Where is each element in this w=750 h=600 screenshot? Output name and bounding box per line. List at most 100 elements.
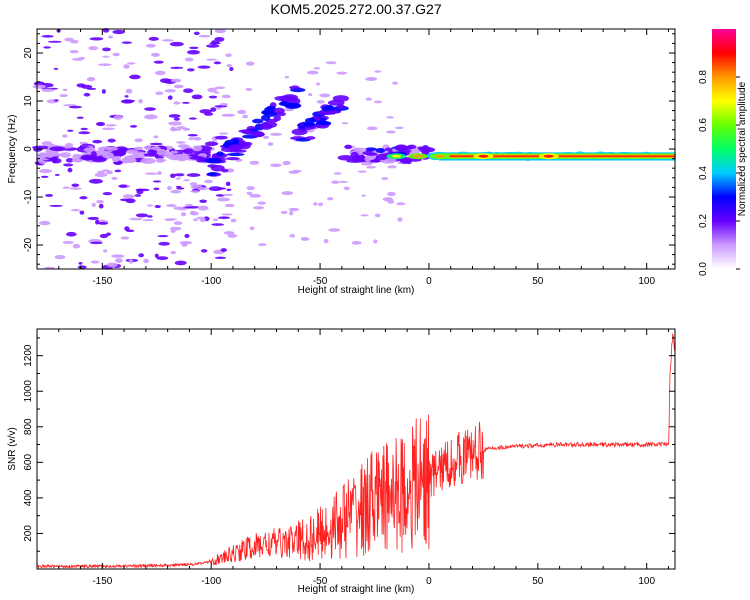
spectrogram-cell: [155, 91, 164, 96]
spectrogram-cell: [333, 172, 342, 175]
spectrogram-cell: [170, 78, 182, 83]
spectrogram-cell: [207, 87, 218, 93]
spectrogram-cell: [45, 193, 54, 197]
spectrogram-cell: [417, 146, 425, 150]
spectrogram-cell: [156, 256, 169, 261]
spectrogram-cell: [112, 52, 120, 57]
spectrogram-cell: [149, 142, 163, 146]
spectrogram-cell: [199, 109, 212, 114]
spectrogram-cell: [323, 238, 329, 244]
spectrogram-x-tick-label: 50: [532, 276, 544, 287]
spectrogram-cell: [210, 164, 225, 172]
colorbar-tick-label: 0.6: [698, 118, 709, 132]
snr-x-tick-label: -50: [313, 576, 328, 587]
spectrogram-cell: [153, 187, 160, 191]
spectrogram-cell: [166, 204, 177, 208]
spectrogram-cell: [221, 213, 233, 216]
spectrogram-cell: [157, 235, 169, 238]
snr-x-axis-title: Height of straight line (km): [298, 584, 415, 595]
snr-y-tick-label: 600: [23, 454, 34, 471]
spectrogram-cell: [259, 122, 273, 130]
spectrogram-cell: [173, 117, 180, 121]
spectrogram-cell: [181, 101, 190, 104]
spectrogram-cell: [77, 265, 87, 269]
spectrogram-cell: [386, 116, 394, 119]
spectrogram-cell: [313, 202, 318, 206]
spectrogram-cell: [375, 147, 386, 154]
spectrogram-cell: [53, 67, 59, 70]
snr-x-tick-label: 50: [532, 576, 544, 587]
spectrogram-cell: [395, 202, 406, 206]
spectrogram-cell: [167, 95, 173, 100]
chart-title: KOM5.2025.272.00.37.G27: [270, 1, 441, 17]
spectrogram-cell: [134, 194, 142, 197]
spectrogram-cell: [144, 114, 158, 120]
spectrogram-cell: [153, 60, 164, 64]
spectrogram-cell: [365, 152, 378, 156]
spectrogram-cell: [98, 63, 112, 67]
spectrogram-cell: [176, 141, 186, 144]
spectrogram-cell: [328, 228, 341, 232]
spectrogram-cell: [83, 92, 91, 97]
spectrogram-cell: [143, 258, 149, 264]
spectrogram-cell: [98, 203, 104, 209]
spectrogram-cell: [200, 249, 208, 253]
colorbar-label: Normalized spectral amplitude: [737, 81, 748, 216]
spectrogram-cell: [386, 191, 396, 197]
spectrogram-cell: [71, 183, 80, 187]
spectrogram-cell: [152, 180, 162, 183]
spectrogram-cell: [305, 136, 316, 140]
spectrogram-cell: [183, 88, 194, 93]
spectrogram-y-tick-label: 20: [23, 47, 34, 59]
spectrogram-cell: [102, 249, 108, 253]
spectrogram-cell: [72, 243, 81, 249]
spectrogram-cell: [246, 186, 255, 191]
spectrogram-cell: [351, 241, 362, 245]
spectrogram-cell: [306, 70, 319, 75]
spectrogram-cell: [81, 84, 93, 89]
snr-y-axis-title: SNR (v/v): [7, 427, 18, 470]
spectrogram-cell: [325, 61, 337, 65]
spectrogram-cell: [226, 188, 232, 191]
spectrogram-cell: [184, 233, 190, 238]
spectrogram-cell: [175, 185, 182, 188]
spectrogram-cell: [189, 182, 198, 186]
spectrogram-cell: [176, 187, 185, 190]
spectrogram-cell: [128, 258, 134, 264]
spectrogram-cell: [267, 142, 274, 146]
spectrogram-cell: [65, 157, 74, 163]
spectrogram-cell: [302, 122, 316, 127]
spectrogram-cell: [366, 126, 378, 131]
spectrogram-cell: [113, 154, 121, 162]
spectrogram-band-strip: [438, 158, 675, 161]
spectrogram-cell: [49, 146, 66, 152]
spectrogram-cell: [284, 102, 301, 109]
spectrogram-cell: [138, 99, 143, 104]
spectrogram-cell: [289, 234, 296, 238]
spectrogram-cell: [364, 147, 378, 152]
spectrogram-cell: [221, 94, 231, 99]
spectrogram-cell: [62, 134, 68, 138]
spectrogram-cell: [189, 46, 199, 50]
spectrogram-cell: [327, 197, 334, 201]
spectrogram-cell: [229, 66, 234, 71]
spectrogram-cell: [38, 220, 51, 226]
spectrogram-cell: [191, 94, 203, 100]
spectrogram-cell: [79, 196, 88, 200]
spectrogram-cell: [90, 150, 97, 158]
spectrogram-cell: [214, 28, 226, 34]
spectrogram-cell: [86, 77, 96, 82]
spectrogram-cell: [96, 170, 105, 174]
spectrogram-cell: [145, 43, 156, 48]
spectrogram-cell: [207, 172, 218, 176]
spectrogram-cell: [63, 104, 77, 107]
spectrogram-cell: [375, 153, 388, 161]
colorbar-tick-label: 0.2: [698, 214, 709, 228]
snr-y-tick-label: 1000: [23, 380, 34, 403]
spectrogram-cell: [81, 154, 94, 161]
spectrogram-cell: [289, 210, 294, 216]
spectrogram-cell: [317, 121, 332, 126]
spectrogram-cell: [32, 145, 50, 150]
spectrogram-cell: [214, 135, 228, 140]
spectrogram-cell: [102, 55, 110, 58]
